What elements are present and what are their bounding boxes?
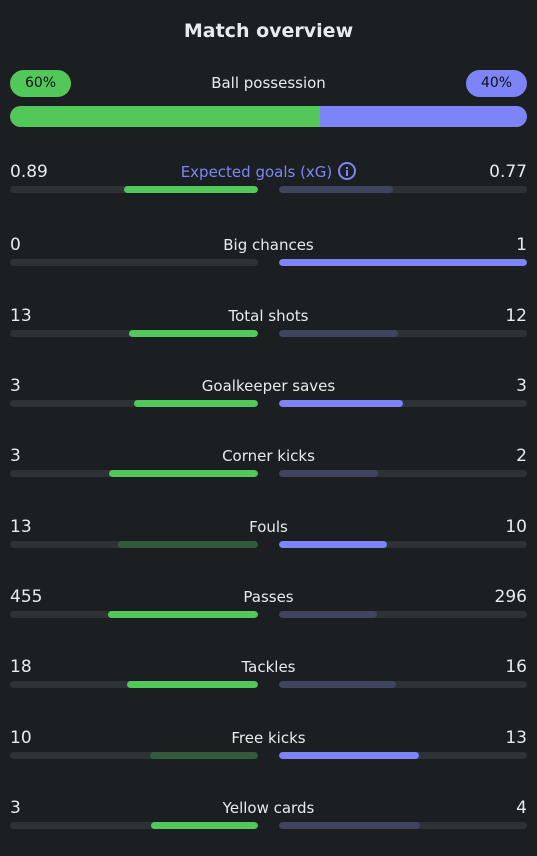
away-value: 4 [516, 798, 527, 818]
stat-label-text: Tackles [241, 658, 296, 676]
away-value: 0.77 [489, 162, 527, 182]
home-bar-fill [129, 330, 258, 337]
away-bar-fill [279, 259, 527, 266]
possession-label: Ball possession [211, 74, 326, 92]
away-bar-fill [279, 470, 379, 477]
home-bar-track [10, 470, 258, 477]
away-value: 12 [505, 306, 527, 326]
away-bar-fill [279, 400, 403, 407]
home-value: 3 [10, 376, 21, 396]
away-bar-track [279, 752, 527, 759]
home-bar-fill [126, 681, 258, 688]
info-icon[interactable] [338, 162, 357, 180]
away-bar-fill [279, 611, 377, 618]
away-value: 2 [516, 446, 527, 466]
stat-row: 10 Free kicks 13 [10, 727, 527, 773]
home-bar-fill [134, 400, 258, 407]
away-value: 3 [516, 376, 527, 396]
possession-row: 60% Ball possession 40% [10, 70, 527, 98]
away-bar-track [279, 611, 527, 618]
home-bar-fill [151, 822, 258, 829]
home-value: 13 [10, 306, 32, 326]
away-possession-badge: 40% [466, 70, 527, 97]
stat-label-text: Corner kicks [222, 447, 315, 465]
away-bar-track [279, 470, 527, 477]
home-value: 18 [10, 657, 32, 677]
home-value: 3 [10, 798, 21, 818]
possession-bar [10, 106, 527, 127]
home-possession-badge: 60% [10, 70, 71, 97]
stat-label-text: Expected goals (xG) [180, 163, 333, 181]
away-bar-fill [279, 541, 387, 548]
stat-label: Tackles [10, 657, 527, 677]
home-bar-fill [117, 541, 258, 548]
stat-label-text: Big chances [223, 236, 314, 254]
stat-label[interactable]: Expected goals (xG) [10, 162, 527, 182]
stat-label: Goalkeeper saves [10, 376, 527, 396]
home-bar-fill [109, 470, 258, 477]
stat-row: 13 Total shots 12 [10, 305, 527, 351]
away-bar-fill [279, 822, 421, 829]
away-value: 16 [505, 657, 527, 677]
away-bar-track [279, 186, 527, 193]
stat-label-text: Goalkeeper saves [201, 377, 336, 395]
stat-label-text: Free kicks [231, 729, 306, 747]
away-value: 296 [494, 587, 527, 607]
stat-row: 3 Corner kicks 2 [10, 445, 527, 491]
away-bar-fill [279, 752, 420, 759]
away-bar-track [279, 822, 527, 829]
away-bar-track [279, 400, 527, 407]
home-value: 0 [10, 235, 21, 255]
stat-row: 0.89 Expected goals (xG) 0.77 [10, 161, 527, 207]
home-bar-fill [124, 186, 258, 193]
stat-label: Free kicks [10, 728, 527, 748]
home-value: 0.89 [10, 162, 48, 182]
home-bar-track [10, 752, 258, 759]
stat-label: Total shots [10, 306, 527, 326]
stat-row: 13 Fouls 10 [10, 516, 527, 562]
away-bar-fill [279, 681, 396, 688]
home-bar-track [10, 330, 258, 337]
stat-label: Passes [10, 587, 527, 607]
home-bar-track [10, 400, 258, 407]
stat-label-text: Yellow cards [222, 799, 315, 817]
away-bar-track [279, 330, 527, 337]
home-possession-segment [10, 106, 321, 127]
home-bar-track [10, 681, 258, 688]
stat-label: Big chances [10, 235, 527, 255]
stat-row: 18 Tackles 16 [10, 656, 527, 702]
home-bar-track [10, 541, 258, 548]
stat-row: 3 Goalkeeper saves 3 [10, 375, 527, 421]
home-value: 455 [10, 587, 43, 607]
away-bar-fill [279, 186, 394, 193]
away-bar-track [279, 541, 527, 548]
page-title: Match overview [183, 20, 354, 42]
away-value: 13 [505, 728, 527, 748]
stat-label-text: Passes [243, 588, 294, 606]
away-bar-fill [279, 330, 399, 337]
home-value: 10 [10, 728, 32, 748]
home-bar-track [10, 611, 258, 618]
home-bar-track [10, 259, 258, 266]
stat-label: Fouls [10, 517, 527, 537]
away-value: 10 [505, 517, 527, 537]
away-bar-track [279, 259, 527, 266]
stat-label-text: Total shots [228, 307, 309, 325]
away-bar-track [279, 681, 527, 688]
stat-label: Corner kicks [10, 446, 527, 466]
home-value: 13 [10, 517, 32, 537]
away-value: 1 [516, 235, 527, 255]
home-bar-fill [107, 611, 258, 618]
home-value: 3 [10, 446, 21, 466]
stat-label: Yellow cards [10, 798, 527, 818]
away-possession-segment [320, 106, 527, 127]
stat-label-text: Fouls [249, 518, 288, 536]
stat-row: 3 Yellow cards 4 [10, 797, 527, 843]
stat-row: 0 Big chances 1 [10, 234, 527, 280]
home-bar-track [10, 186, 258, 193]
home-bar-track [10, 822, 258, 829]
stat-row: 455 Passes 296 [10, 586, 527, 632]
home-bar-fill [150, 752, 258, 759]
